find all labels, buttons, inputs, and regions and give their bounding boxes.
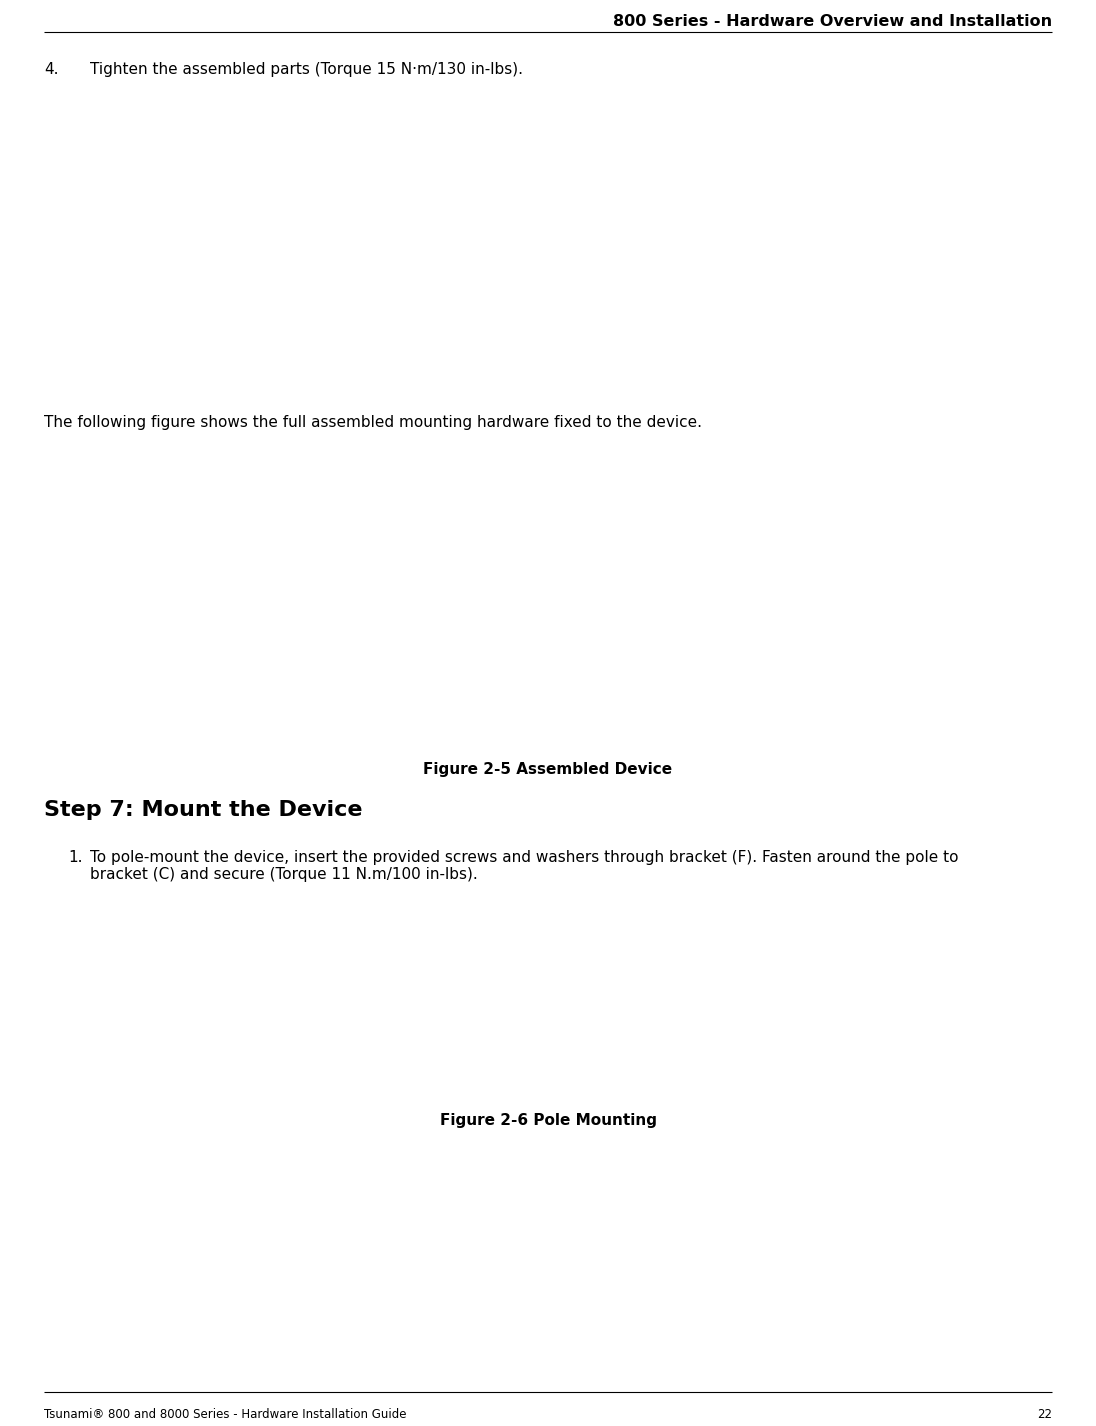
Text: Step 7: Mount the Device: Step 7: Mount the Device [44, 800, 363, 820]
Text: 1.: 1. [68, 850, 82, 866]
Text: Tighten the assembled parts (Torque 15 N·m/130 in-lbs).: Tighten the assembled parts (Torque 15 N… [90, 61, 523, 77]
Text: 800 Series - Hardware Overview and Installation: 800 Series - Hardware Overview and Insta… [613, 14, 1052, 29]
Text: To pole-mount the device, insert the provided screws and washers through bracket: To pole-mount the device, insert the pro… [90, 850, 959, 866]
Text: Figure 2-5 Assembled Device: Figure 2-5 Assembled Device [423, 761, 673, 777]
Text: bracket (C) and secure (Torque 11 N.m/100 in-lbs).: bracket (C) and secure (Torque 11 N.m/10… [90, 867, 478, 883]
Text: 22: 22 [1037, 1407, 1052, 1420]
Text: Tsunami® 800 and 8000 Series - Hardware Installation Guide: Tsunami® 800 and 8000 Series - Hardware … [44, 1407, 407, 1420]
Text: 4.: 4. [44, 61, 58, 77]
Text: Figure 2-6 Pole Mounting: Figure 2-6 Pole Mounting [439, 1114, 657, 1128]
Text: The following figure shows the full assembled mounting hardware fixed to the dev: The following figure shows the full asse… [44, 415, 703, 431]
